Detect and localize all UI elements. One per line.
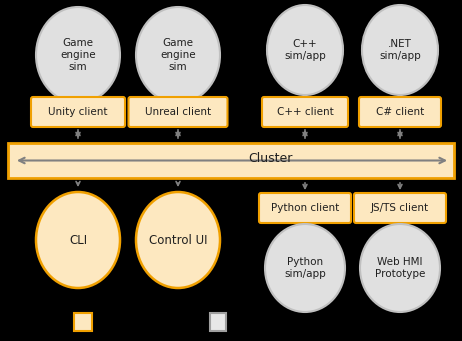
Text: Web HMI
Prototype: Web HMI Prototype bbox=[375, 257, 425, 279]
FancyBboxPatch shape bbox=[359, 97, 441, 127]
Text: Cluster: Cluster bbox=[248, 151, 292, 164]
FancyBboxPatch shape bbox=[354, 193, 446, 223]
Ellipse shape bbox=[362, 5, 438, 95]
Ellipse shape bbox=[265, 224, 345, 312]
Bar bbox=[74, 313, 92, 331]
Ellipse shape bbox=[360, 224, 440, 312]
FancyBboxPatch shape bbox=[31, 97, 125, 127]
Text: C++ client: C++ client bbox=[277, 107, 334, 117]
Text: C# client: C# client bbox=[376, 107, 424, 117]
Text: JS/TS client: JS/TS client bbox=[371, 203, 429, 213]
Ellipse shape bbox=[267, 5, 343, 95]
Ellipse shape bbox=[36, 7, 120, 103]
Text: Game
engine
sim: Game engine sim bbox=[160, 38, 196, 72]
Text: Python
sim/app: Python sim/app bbox=[284, 257, 326, 279]
Text: C++
sim/app: C++ sim/app bbox=[284, 39, 326, 61]
Text: .NET
sim/app: .NET sim/app bbox=[379, 39, 421, 61]
FancyBboxPatch shape bbox=[259, 193, 351, 223]
Bar bbox=[8, 143, 454, 178]
Text: Game
engine
sim: Game engine sim bbox=[60, 38, 96, 72]
Bar bbox=[210, 313, 226, 331]
Text: Unity client: Unity client bbox=[48, 107, 108, 117]
Ellipse shape bbox=[36, 192, 120, 288]
Ellipse shape bbox=[136, 192, 220, 288]
Ellipse shape bbox=[136, 7, 220, 103]
Text: Control UI: Control UI bbox=[149, 234, 207, 247]
FancyBboxPatch shape bbox=[128, 97, 227, 127]
FancyBboxPatch shape bbox=[262, 97, 348, 127]
Text: CLI: CLI bbox=[69, 234, 87, 247]
Text: Unreal client: Unreal client bbox=[145, 107, 211, 117]
Text: Python client: Python client bbox=[271, 203, 339, 213]
